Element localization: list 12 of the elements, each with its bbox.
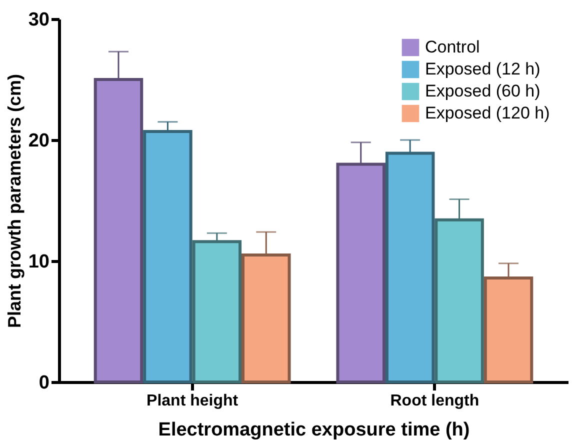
x-tick-label: Plant height: [146, 392, 239, 410]
legend-label: Exposed (12 h): [425, 60, 540, 78]
legend-label: Control: [425, 38, 480, 56]
y-axis-title: Plant growth parameters (cm): [4, 74, 24, 328]
y-tick-label: 0: [38, 372, 50, 394]
x-axis-title: Electromagnetic exposure time (h): [158, 420, 470, 440]
legend-label: Exposed (120 h): [425, 104, 550, 122]
y-tick-label: 10: [28, 252, 50, 272]
y-tick-label: 20: [28, 130, 50, 152]
legend-label: Exposed (60 h): [425, 82, 540, 100]
x-tick-label: Root length: [390, 392, 480, 410]
y-tick-label: 30: [28, 10, 50, 30]
